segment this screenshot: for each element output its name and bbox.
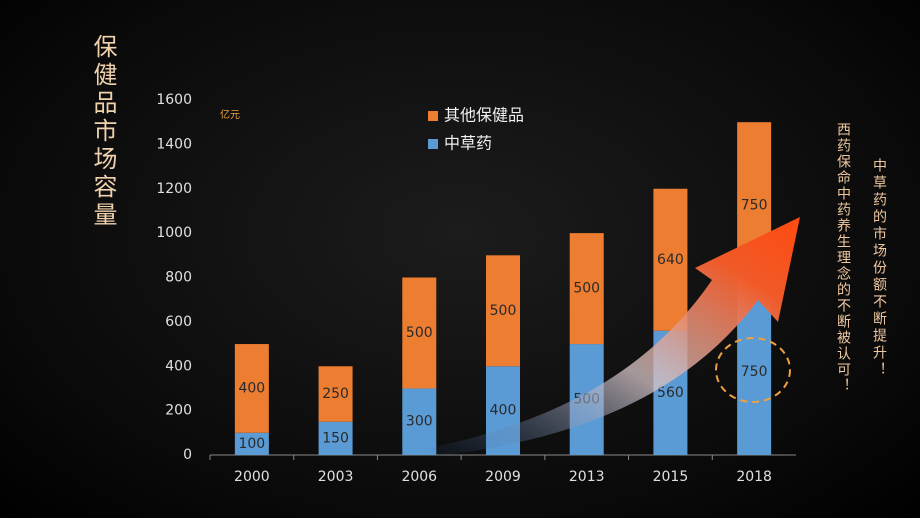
data-label: 100 xyxy=(238,436,265,452)
bar-segment xyxy=(234,344,269,433)
bar-segment xyxy=(318,366,353,422)
y-tick-label: 1200 xyxy=(156,181,192,197)
y-tick-label: 1400 xyxy=(156,136,192,152)
legend-label: 中草药 xyxy=(444,134,492,153)
annotation: 中草药的市场份额不断提升！ xyxy=(871,158,887,379)
bar-segment xyxy=(234,432,269,455)
y-tick-label: 400 xyxy=(165,358,192,374)
trend-arrow xyxy=(430,217,800,456)
bar-segment xyxy=(402,277,437,389)
x-tick-label: 2003 xyxy=(318,469,354,485)
bar-segment xyxy=(653,188,688,331)
data-label: 500 xyxy=(490,303,517,319)
x-tick-label: 2013 xyxy=(569,469,605,485)
annotation: 西药保命中药养生理念的不断被认可！ xyxy=(835,122,851,394)
bar-segment xyxy=(402,388,437,455)
y-tick-label: 0 xyxy=(183,447,192,463)
title: 保健品市场容量 xyxy=(89,34,117,230)
bar-segment xyxy=(486,255,520,367)
data-label: 750 xyxy=(741,197,768,213)
data-label: 400 xyxy=(238,380,265,396)
x-tick-label: 2015 xyxy=(653,469,689,485)
x-tick-label: 2018 xyxy=(736,469,772,485)
data-label: 500 xyxy=(406,325,433,341)
y-tick-label: 1000 xyxy=(156,225,192,241)
x-tick-label: 2006 xyxy=(401,469,437,485)
data-label: 400 xyxy=(490,403,517,419)
legend-swatch xyxy=(428,111,438,121)
data-label: 640 xyxy=(657,252,684,268)
data-label: 750 xyxy=(741,364,768,380)
data-label: 250 xyxy=(322,386,349,402)
y-tick-label: 800 xyxy=(165,270,192,286)
y-tick-label: 200 xyxy=(165,403,192,419)
x-tick-label: 2000 xyxy=(234,469,270,485)
x-tick-label: 2009 xyxy=(485,469,521,485)
highlight-circle xyxy=(715,337,791,403)
y-tick-label: 1600 xyxy=(156,92,192,108)
data-label: 300 xyxy=(406,414,433,430)
unit-label: 亿元 xyxy=(220,108,240,121)
data-label: 500 xyxy=(573,281,600,297)
bar-segment xyxy=(318,421,353,455)
legend-label: 其他保健品 xyxy=(444,106,524,125)
y-tick-label: 600 xyxy=(165,314,192,330)
plot: 0 200 400 600 800 1000 1200 1400 1600 2000 100 400 2… xyxy=(156,92,796,485)
legend-swatch xyxy=(428,139,438,149)
data-label: 560 xyxy=(657,385,684,401)
bar-segment xyxy=(569,233,604,345)
data-label: 150 xyxy=(322,430,349,446)
